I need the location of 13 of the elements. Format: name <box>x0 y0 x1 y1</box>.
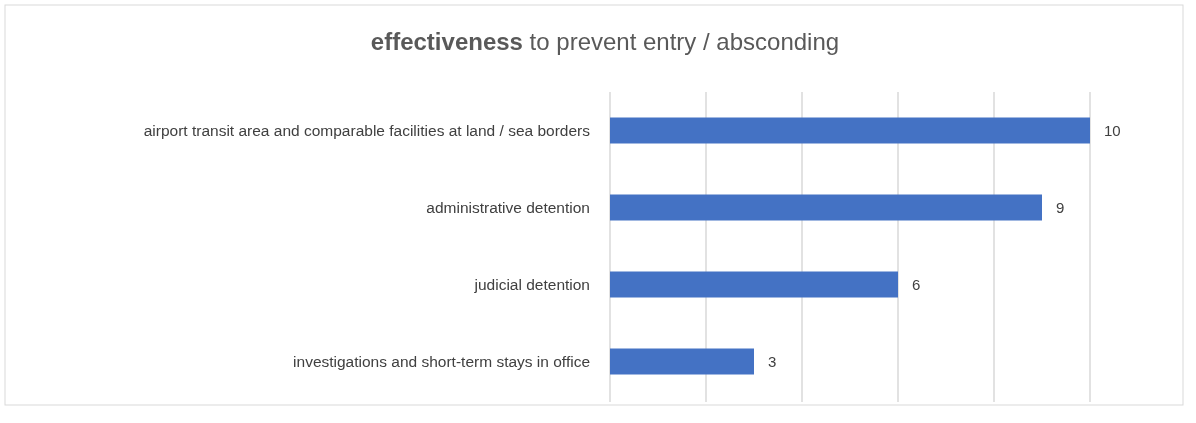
y-tick-label: administrative detention <box>426 198 590 216</box>
data-label: 3 <box>768 352 777 370</box>
y-tick-label: judicial detention <box>473 275 590 293</box>
data-label: 6 <box>912 275 921 293</box>
bar <box>610 271 898 298</box>
y-tick-label: investigations and short-term stays in office <box>293 352 590 370</box>
chart-title: effectiveness to prevent entry / absconding <box>370 28 840 55</box>
data-label: 9 <box>1056 198 1065 216</box>
bar <box>610 194 1042 221</box>
data-label: 10 <box>1104 121 1121 139</box>
bar <box>610 117 1090 144</box>
bar <box>610 348 754 375</box>
y-tick-label: airport transit area and comparable facilities at land / sea borders <box>143 121 591 139</box>
